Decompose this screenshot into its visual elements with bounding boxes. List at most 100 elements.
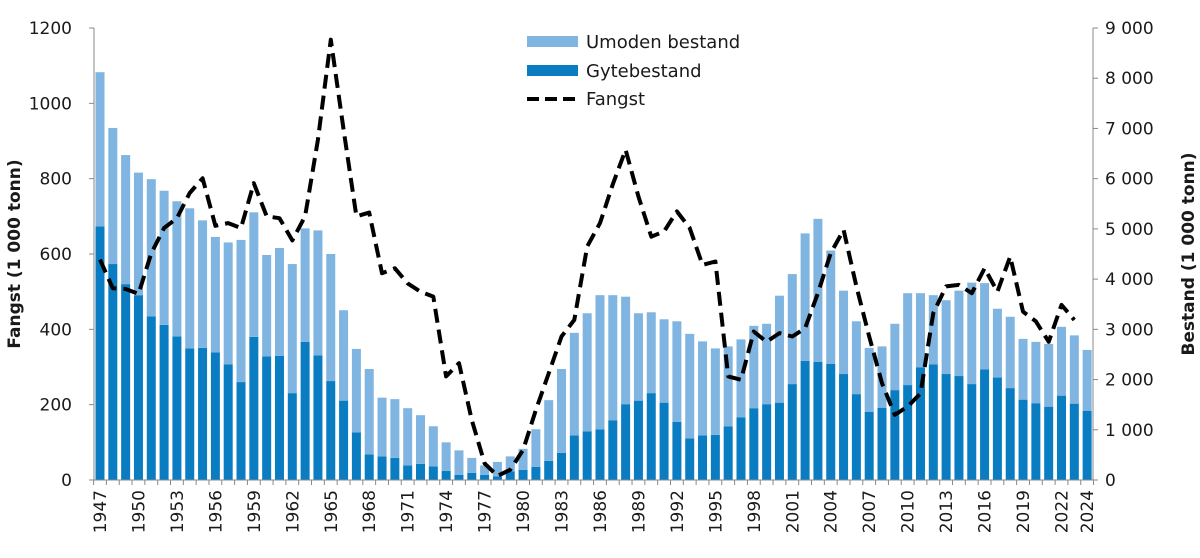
left-tick-label: 800 <box>40 170 72 190</box>
x-tick-label: 1995 <box>706 490 726 533</box>
bar-umoden-1968 <box>364 369 374 455</box>
bar-gytebestand-1957 <box>223 364 233 480</box>
bar-umoden-1965 <box>326 254 336 382</box>
bar-gytebestand-1962 <box>287 393 297 480</box>
bar-gytebestand-1963 <box>300 341 310 480</box>
legend-label-gyte: Gytebestand <box>586 61 702 82</box>
bar-umoden-1991 <box>659 319 669 403</box>
bar-gytebestand-2019 <box>1018 399 1028 480</box>
bars-layer <box>95 72 1092 480</box>
x-tick-label: 1965 <box>322 490 342 533</box>
bar-umoden-2020 <box>1031 341 1041 404</box>
bar-gytebestand-1972 <box>416 463 425 480</box>
bar-gytebestand-2023 <box>1069 403 1079 480</box>
right-axis-title: Bestand (1 000 tonn) <box>1179 152 1199 355</box>
legend: Umoden bestand Gytebestand Fangst <box>527 32 740 110</box>
bar-umoden-2014 <box>954 290 964 377</box>
bar-gytebestand-1968 <box>364 454 374 480</box>
bar-gytebestand-1949 <box>121 284 131 480</box>
bar-umoden-1954 <box>185 208 195 349</box>
bar-umoden-1980 <box>518 448 528 470</box>
right-tick-label: 4 000 <box>1105 270 1154 290</box>
bar-umoden-2003 <box>813 218 823 362</box>
bar-umoden-2024 <box>1082 349 1092 411</box>
bar-umoden-2021 <box>1044 343 1054 407</box>
bar-gytebestand-1986 <box>595 429 605 480</box>
bar-umoden-1957 <box>223 242 233 365</box>
bar-gytebestand-1964 <box>313 355 323 480</box>
bar-umoden-1975 <box>454 450 464 475</box>
left-tick-label: 600 <box>40 245 72 265</box>
bar-gytebestand-1947 <box>95 226 105 480</box>
right-tick-label: 9 000 <box>1105 19 1154 39</box>
bar-umoden-1966 <box>339 310 349 401</box>
bar-gytebestand-1965 <box>326 381 336 480</box>
bar-umoden-1970 <box>390 399 400 458</box>
x-tick-label: 1968 <box>360 490 380 533</box>
bar-gytebestand-2014 <box>954 376 964 480</box>
bar-gytebestand-1969 <box>377 456 387 480</box>
bar-umoden-2002 <box>800 233 810 361</box>
bar-umoden-2005 <box>839 290 849 375</box>
bar-umoden-1973 <box>428 426 438 467</box>
bar-gytebestand-1951 <box>146 316 156 480</box>
bar-umoden-1956 <box>210 236 220 353</box>
bar-umoden-1960 <box>262 255 272 357</box>
bar-gytebestand-1988 <box>621 404 631 480</box>
axes: 0 200 400 600 800 1000 1200 0 1 000 2 000 3 000 4 0… <box>29 19 1154 533</box>
legend-swatch-umoden <box>527 36 578 47</box>
x-tick-label: 1986 <box>591 490 611 533</box>
bar-umoden-1976 <box>467 457 477 473</box>
bar-gytebestand-1973 <box>428 466 438 480</box>
bar-gytebestand-1998 <box>749 408 759 480</box>
bar-umoden-1983 <box>557 369 567 453</box>
bar-umoden-1994 <box>698 341 708 436</box>
bar-gytebestand-2017 <box>992 377 1002 480</box>
bar-gytebestand-1991 <box>659 402 669 480</box>
bar-gytebestand-2015 <box>967 384 977 480</box>
x-tick-label: 2022 <box>1053 490 1073 533</box>
bar-gytebestand-1987 <box>608 420 618 480</box>
x-tick-label: 1977 <box>476 490 496 533</box>
x-tick-label: 2010 <box>899 490 919 533</box>
legend-swatch-gyte <box>527 65 578 76</box>
bar-gytebestand-2003 <box>813 361 823 480</box>
bar-umoden-1981 <box>531 429 541 467</box>
bar-gytebestand-2005 <box>839 374 849 480</box>
bar-umoden-2016 <box>980 283 990 370</box>
x-tick-label: 1962 <box>283 490 303 533</box>
bar-umoden-1961 <box>274 247 284 356</box>
x-tick-label: 1947 <box>91 490 111 533</box>
right-tick-label: 3 000 <box>1105 320 1154 340</box>
bar-gytebestand-1952 <box>159 324 169 480</box>
x-tick-label: 1971 <box>399 490 419 533</box>
right-tick-label: 6 000 <box>1105 170 1154 190</box>
bar-gytebestand-2011 <box>915 367 925 480</box>
bar-gytebestand-2008 <box>877 407 887 480</box>
bar-gytebestand-2001 <box>787 384 797 480</box>
x-tick-label: 1998 <box>745 490 765 533</box>
right-tick-label: 5 000 <box>1105 220 1154 240</box>
bar-gytebestand-1956 <box>210 352 220 480</box>
bar-umoden-1958 <box>236 239 246 383</box>
bar-gytebestand-2021 <box>1044 406 1054 480</box>
left-axis-title: Fangst (1 000 tonn) <box>5 159 25 348</box>
left-tick-label: 1200 <box>29 19 72 39</box>
bar-umoden-1949 <box>121 155 131 285</box>
bar-umoden-1987 <box>608 295 618 421</box>
x-tick-label: 1980 <box>514 490 534 533</box>
x-tick-label: 2007 <box>860 490 880 533</box>
x-tick-label: 2024 <box>1078 490 1098 533</box>
bar-gytebestand-2012 <box>928 364 938 480</box>
bar-umoden-2001 <box>787 274 797 385</box>
bar-umoden-2006 <box>851 321 861 395</box>
bar-gytebestand-1994 <box>698 435 708 480</box>
bar-gytebestand-1990 <box>646 393 656 480</box>
bar-gytebestand-1954 <box>185 348 195 480</box>
bar-umoden-2012 <box>928 295 938 365</box>
bar-umoden-1998 <box>749 325 759 409</box>
x-tick-label: 1950 <box>129 490 149 533</box>
bar-umoden-1996 <box>723 346 733 427</box>
right-tick-label: 1 000 <box>1105 421 1154 441</box>
right-tick-label: 7 000 <box>1105 119 1154 139</box>
